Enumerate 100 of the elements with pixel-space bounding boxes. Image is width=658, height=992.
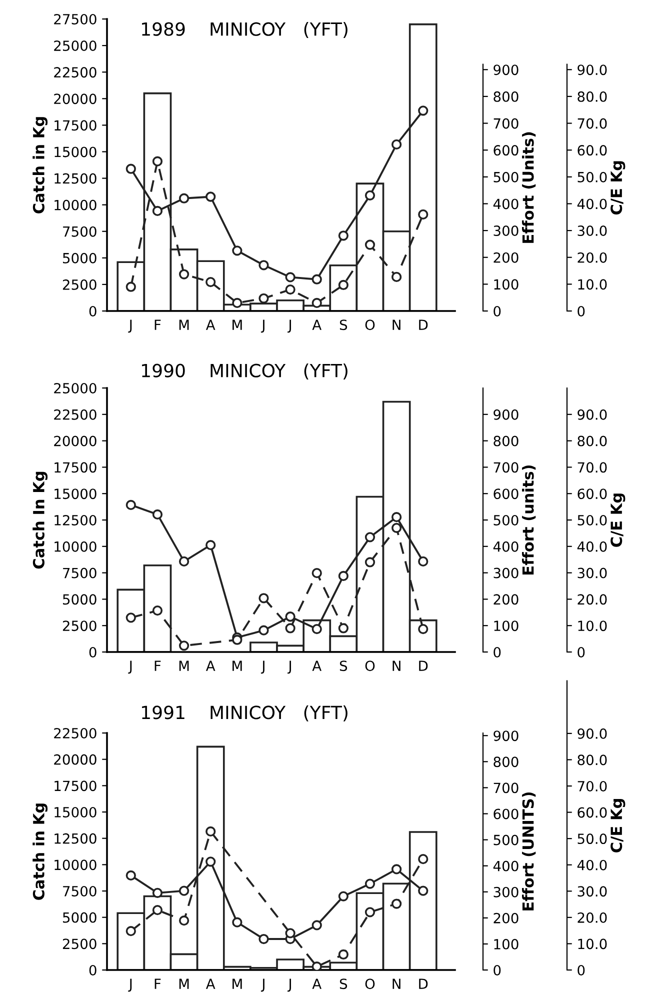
chart-title: 1991 MINICOY (YFT) xyxy=(142,705,348,722)
x-tick-label: A xyxy=(206,660,216,671)
point xyxy=(178,640,190,651)
y2-tick-label: 0 xyxy=(494,964,501,976)
y2-tick-label: 200 xyxy=(494,912,518,924)
point xyxy=(152,206,163,216)
point xyxy=(338,230,348,241)
y3-tick-label: 60.0 xyxy=(578,488,607,500)
y2-tick-label: 400 xyxy=(493,198,518,210)
x-tick-label: M xyxy=(179,320,189,330)
y3-tick-label: 0 xyxy=(578,306,585,316)
y-tick-label: 10000 xyxy=(54,200,96,210)
point xyxy=(391,512,402,522)
y3-axis-title: C/E Kg xyxy=(610,799,626,852)
x-tick-label: M xyxy=(232,660,242,671)
y3-tick-label: 60.0 xyxy=(578,145,607,156)
point xyxy=(126,164,136,174)
y-axis-title: Catch In Kg xyxy=(32,472,48,569)
y2-tick-label: 100 xyxy=(494,279,518,290)
y3-tick-label: 80.0 xyxy=(578,436,607,446)
x-tick-label: F xyxy=(154,660,161,671)
y3-tick-label: 30.0 xyxy=(578,886,607,897)
y2-tick-label: 300 xyxy=(494,226,518,236)
y3-tick-label: 10.0 xyxy=(578,279,607,290)
y2-tick-label: 700 xyxy=(494,118,518,129)
y-axis-title: Catch in Kg xyxy=(32,804,48,900)
point xyxy=(285,284,296,295)
x-tick-label: M xyxy=(179,660,189,671)
point xyxy=(364,240,376,250)
point xyxy=(178,886,190,896)
x-tick-label: O xyxy=(365,978,375,990)
y-axis-title: Catch in Kg xyxy=(32,117,48,214)
y2-tick-label: 200 xyxy=(494,594,518,605)
x-tick-label: J xyxy=(260,978,264,992)
y2-tick-label: 500 xyxy=(494,514,518,526)
y-tick-label: 2500 xyxy=(62,620,96,632)
y3-tick-label: 40.0 xyxy=(577,541,607,552)
y3-tick-label: 10.0 xyxy=(578,938,607,950)
x-tick-label: A xyxy=(312,660,322,671)
y2-tick-label: 500 xyxy=(494,172,518,182)
point xyxy=(258,260,269,270)
x-tick-label: J xyxy=(128,978,132,992)
y-tick-label: 5000 xyxy=(63,594,96,605)
y-tick-label: 5000 xyxy=(63,912,96,923)
point xyxy=(418,106,428,116)
y-tick-label: 20000 xyxy=(54,436,96,446)
y3-tick-label: 30.0 xyxy=(578,568,607,578)
point xyxy=(312,568,322,578)
point xyxy=(338,623,348,634)
y2-axis-title: Effort (units) xyxy=(522,465,536,574)
point xyxy=(178,916,190,926)
point xyxy=(232,298,242,308)
y2-tick-label: 600 xyxy=(494,488,518,500)
point xyxy=(391,898,402,909)
point xyxy=(152,905,163,916)
point xyxy=(206,192,216,202)
y-tick-label: 2500 xyxy=(62,279,96,290)
point xyxy=(364,878,376,889)
x-tick-label: S xyxy=(340,660,348,672)
point xyxy=(152,605,163,616)
y2-tick-label: 100 xyxy=(494,938,518,950)
y2-tick-label: 800 xyxy=(494,436,518,446)
point xyxy=(418,886,428,896)
y2-tick-label: 400 xyxy=(493,860,518,872)
y3-tick-label: 70.0 xyxy=(578,780,607,792)
y3-tick-label: 50.0 xyxy=(578,834,607,844)
y3-tick-label: 40.0 xyxy=(577,860,607,870)
point xyxy=(418,209,428,220)
point xyxy=(418,854,428,864)
y-tick-label: 12500 xyxy=(54,173,96,184)
y-tick-label: 15000 xyxy=(54,488,96,500)
point xyxy=(178,556,190,567)
point xyxy=(312,298,322,308)
y-tick-label: 0 xyxy=(89,306,96,316)
point xyxy=(126,500,136,510)
x-tick-label: D xyxy=(419,978,428,989)
y2-tick-label: 800 xyxy=(494,91,518,102)
point xyxy=(206,856,216,867)
y-tick-label: 25000 xyxy=(54,40,96,52)
point xyxy=(338,570,348,582)
x-tick-label: M xyxy=(232,320,242,330)
y-tick-label: 15000 xyxy=(54,146,96,158)
point xyxy=(285,623,296,634)
x-tick-label: D xyxy=(419,660,428,671)
point xyxy=(338,949,348,960)
point xyxy=(258,934,269,944)
y3-tick-label: 0 xyxy=(578,964,585,976)
point xyxy=(312,274,322,284)
y3-tick-label: 90.0 xyxy=(578,64,607,76)
x-tick-label: N xyxy=(392,320,400,330)
y-tick-label: 7500 xyxy=(63,568,96,578)
point xyxy=(126,870,136,881)
point xyxy=(232,917,242,928)
point xyxy=(152,509,163,520)
x-tick-label: F xyxy=(154,320,161,330)
x-tick-label: J xyxy=(288,978,291,992)
y2-tick-label: 900 xyxy=(494,730,518,742)
y2-tick-label: 900 xyxy=(494,64,518,76)
x-tick-label: J xyxy=(128,320,132,333)
y-tick-label: 20000 xyxy=(54,94,96,104)
